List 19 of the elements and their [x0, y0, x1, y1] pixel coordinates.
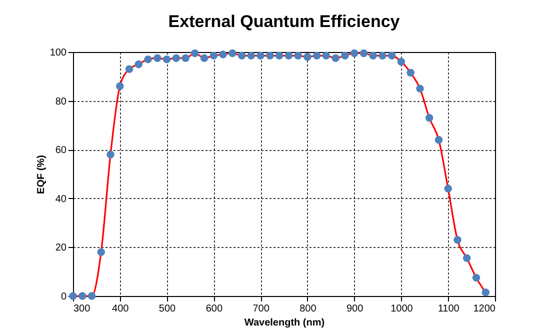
- x-tick-label: 1100: [438, 304, 460, 314]
- y-tick-label: 80: [55, 96, 67, 108]
- x-tick-label: 900: [346, 304, 364, 314]
- x-tick-label: 600: [206, 304, 223, 314]
- x-tick-label: 300: [74, 304, 91, 314]
- y-tick-label: 0: [60, 292, 67, 302]
- x-tick-label: 500: [158, 304, 176, 314]
- x-tick-label: 700: [252, 304, 270, 314]
- y-tick-label: 20: [55, 242, 67, 254]
- x-tick-label: 1000: [390, 304, 414, 314]
- x-axis-title: Wavelength (nm): [244, 318, 325, 328]
- y-tick-label: 100: [50, 48, 67, 58]
- x-tick-label: 1200: [473, 304, 496, 314]
- y-tick-label: 40: [55, 194, 67, 205]
- x-tick-label: 800: [300, 304, 317, 314]
- x-tick-label: 400: [112, 304, 130, 314]
- y-axis-title: EQF (%): [36, 155, 47, 194]
- y-tick-label: 60: [55, 145, 67, 156]
- chart-title: External Quantum Efficiency: [168, 12, 400, 31]
